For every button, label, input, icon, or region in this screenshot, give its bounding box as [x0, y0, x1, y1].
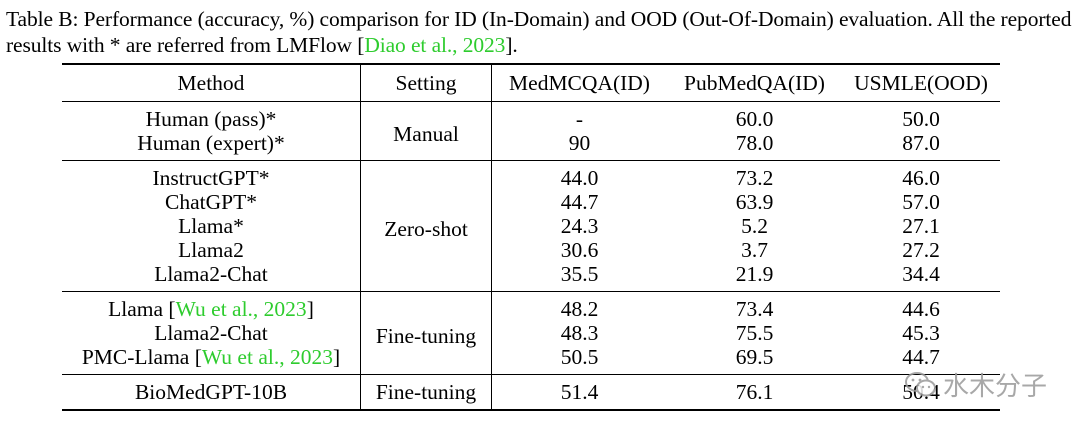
- table-row: Llama* 24.3 5.2 27.1: [62, 214, 1000, 238]
- table-row: Llama [Wu et al., 2023] Fine-tuning 48.2 73…: [62, 291, 1000, 375]
- cell-method: PMC-Llama [Wu et al., 2023]: [62, 345, 361, 375]
- cell-medmcqa: 30.6: [560, 238, 599, 262]
- cell-pubmedqa: 63.9: [735, 190, 774, 214]
- cell-medmcqa: 44.0: [560, 166, 599, 190]
- cell-usmle: 57.0: [902, 190, 940, 214]
- cell-method: Llama2-Chat: [62, 321, 361, 345]
- caption-text: Table B: Performance (accuracy, %) compa…: [6, 7, 1072, 57]
- table-row: Llama2-Chat 48.3 75.5 45.3: [62, 321, 1000, 345]
- cell-pubmedqa: 73.2: [735, 166, 774, 190]
- cell-pubmedqa: 21.9: [735, 262, 774, 286]
- cell-method: BioMedGPT-10B: [62, 374, 361, 410]
- cell-method: Llama [Wu et al., 2023]: [62, 291, 361, 321]
- cell-pubmedqa: 76.1: [735, 380, 774, 404]
- cell-pubmedqa: 60.0: [735, 107, 774, 131]
- cell-medmcqa: 90: [568, 131, 591, 155]
- cell-pubmedqa: 73.4: [735, 297, 774, 321]
- cell-medmcqa: 35.5: [560, 262, 599, 286]
- method-text: Llama [: [108, 297, 176, 321]
- table-row: Human (pass)* Manual - 60.0 50.0: [62, 101, 1000, 161]
- method-text: PMC-Llama [: [81, 345, 202, 369]
- cell-method: ChatGPT*: [62, 190, 361, 214]
- cell-pubmedqa: 75.5: [735, 321, 774, 345]
- wechat-icon: [905, 371, 936, 396]
- method-text-end: ]: [332, 345, 341, 369]
- cell-usmle: 46.0: [902, 166, 940, 190]
- cell-method: Llama2-Chat: [62, 262, 361, 292]
- results-table: Method Setting MedMCQA(ID) PubMedQA(ID) …: [62, 63, 1000, 411]
- cell-setting: Manual: [360, 101, 492, 161]
- table-row: Llama2-Chat 35.5 21.9 34.4: [62, 262, 1000, 292]
- cell-medmcqa: 48.3: [560, 321, 599, 345]
- cell-medmcqa: 44.7: [560, 190, 599, 214]
- method-citation[interactable]: Wu et al., 2023: [201, 345, 333, 369]
- header-medmcqa: MedMCQA(ID): [509, 71, 650, 95]
- method-text-end: ]: [306, 297, 314, 321]
- cell-setting: Fine-tuning: [360, 291, 492, 375]
- cell-pubmedqa: 69.5: [735, 345, 774, 369]
- cell-medmcqa: 48.2: [560, 297, 599, 321]
- cell-usmle: 27.1: [902, 214, 940, 238]
- header-usmle: USMLE(OOD): [854, 71, 988, 95]
- cell-pubmedqa: 78.0: [735, 131, 774, 155]
- cell-setting: Fine-tuning: [360, 374, 492, 410]
- table-row: PMC-Llama [Wu et al., 2023] 50.5 69.5 44.7: [62, 345, 1000, 375]
- table-row: Llama2 30.6 3.7 27.2: [62, 238, 1000, 262]
- watermark: 水木分子: [905, 366, 1047, 403]
- header-row: Method Setting MedMCQA(ID) PubMedQA(ID) …: [62, 64, 1000, 102]
- header-setting: Setting: [360, 64, 492, 102]
- cell-method: InstructGPT*: [62, 160, 361, 190]
- cell-medmcqa: 24.3: [560, 214, 599, 238]
- cell-usmle: 87.0: [902, 131, 940, 155]
- watermark-text: 水木分子: [943, 372, 1048, 402]
- caption-end: ].: [505, 33, 518, 57]
- cell-usmle: 44.6: [902, 297, 940, 321]
- cell-method: Llama*: [62, 214, 361, 238]
- caption-citation[interactable]: Diao et al., 2023: [364, 33, 506, 57]
- cell-usmle: 44.7: [902, 345, 940, 369]
- cell-usmle: 34.4: [902, 262, 940, 286]
- table-caption: Table B: Performance (accuracy, %) compa…: [6, 6, 1074, 58]
- cell-medmcqa: 50.5: [560, 345, 599, 369]
- cell-medmcqa: 51.4: [560, 380, 599, 404]
- cell-method: Llama2: [62, 238, 361, 262]
- table-row: ChatGPT* 44.7 63.9 57.0: [62, 190, 1000, 214]
- cell-usmle: 45.3: [902, 321, 940, 345]
- cell-usmle: 27.2: [902, 238, 940, 262]
- cell-pubmedqa: 3.7: [741, 238, 768, 262]
- cell-medmcqa: -: [575, 107, 584, 131]
- cell-method: Human (pass)*: [62, 101, 361, 131]
- header-method: Method: [62, 64, 361, 102]
- cell-method: Human (expert)*: [62, 131, 361, 161]
- table-row: InstructGPT* Zero-shot 44.0 73.2 46.0: [62, 160, 1000, 292]
- table-row: Human (expert)* 90 78.0 87.0: [62, 131, 1000, 161]
- method-citation[interactable]: Wu et al., 2023: [175, 297, 307, 321]
- cell-setting: Zero-shot: [360, 160, 492, 292]
- cell-pubmedqa: 5.2: [741, 214, 768, 238]
- header-pubmedqa: PubMedQA(ID): [684, 71, 825, 95]
- cell-usmle: 50.0: [902, 107, 940, 131]
